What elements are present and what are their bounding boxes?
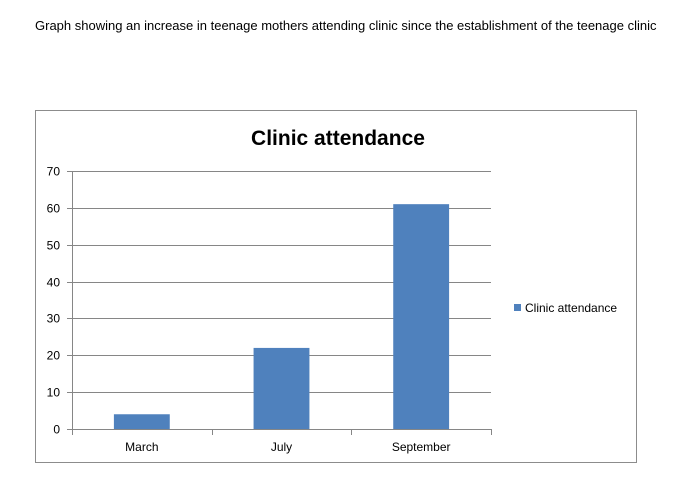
bar-july bbox=[253, 347, 310, 429]
y-tick-label-50: 50 bbox=[47, 239, 61, 253]
legend-label-clinic-attendance: Clinic attendance bbox=[525, 301, 617, 315]
bar-september bbox=[393, 204, 450, 429]
bar-chart: Clinic attendance 0 10 20 30 40 50 60 70 March Ju… bbox=[47, 127, 618, 455]
y-tick-label-20: 20 bbox=[47, 349, 61, 363]
y-tick-label-60: 60 bbox=[47, 202, 61, 216]
chart-frame: Clinic attendance 0 10 20 30 40 50 60 70 March Ju… bbox=[35, 110, 637, 463]
y-tick-label-30: 30 bbox=[47, 312, 61, 326]
chart-title: Clinic attendance bbox=[251, 127, 425, 150]
x-tick-label-march: March bbox=[125, 440, 158, 454]
y-tick-label-10: 10 bbox=[47, 386, 61, 400]
x-tick-label-july: July bbox=[271, 440, 292, 454]
figure-caption: Graph showing an increase in teenage mot… bbox=[35, 18, 657, 33]
y-tick-label-40: 40 bbox=[47, 276, 61, 290]
tick-labels: 0 10 20 30 40 50 60 70 March July September bbox=[47, 165, 451, 455]
y-tick-label-70: 70 bbox=[47, 165, 61, 179]
legend: Clinic attendance bbox=[514, 301, 617, 315]
gridlines bbox=[72, 171, 491, 393]
bar-march bbox=[113, 414, 170, 429]
bars bbox=[113, 204, 450, 429]
y-tick-label-0: 0 bbox=[53, 423, 60, 437]
legend-swatch bbox=[514, 304, 521, 311]
x-tick-label-september: September bbox=[392, 440, 451, 454]
axes bbox=[67, 171, 492, 435]
